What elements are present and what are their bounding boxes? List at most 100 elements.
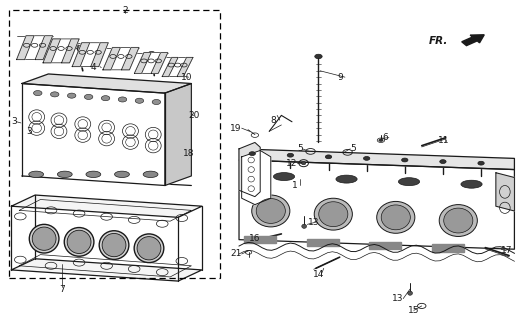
Polygon shape bbox=[103, 48, 121, 70]
Polygon shape bbox=[239, 149, 515, 170]
Circle shape bbox=[118, 97, 127, 102]
FancyArrow shape bbox=[462, 35, 484, 46]
Circle shape bbox=[326, 155, 332, 159]
Ellipse shape bbox=[302, 224, 306, 228]
Circle shape bbox=[315, 54, 322, 59]
Polygon shape bbox=[162, 57, 193, 76]
Text: 12: 12 bbox=[286, 159, 297, 168]
Polygon shape bbox=[496, 173, 515, 211]
Polygon shape bbox=[72, 43, 108, 67]
Circle shape bbox=[249, 152, 255, 156]
Ellipse shape bbox=[99, 231, 129, 260]
Text: 1: 1 bbox=[292, 181, 298, 190]
Ellipse shape bbox=[67, 230, 91, 253]
Ellipse shape bbox=[439, 204, 477, 236]
Ellipse shape bbox=[398, 178, 419, 186]
Polygon shape bbox=[432, 244, 464, 252]
Text: 2: 2 bbox=[122, 6, 128, 15]
Circle shape bbox=[152, 100, 161, 105]
Ellipse shape bbox=[273, 172, 295, 180]
Polygon shape bbox=[103, 48, 139, 70]
Polygon shape bbox=[22, 84, 165, 186]
Ellipse shape bbox=[115, 171, 130, 178]
Ellipse shape bbox=[256, 198, 285, 223]
Ellipse shape bbox=[376, 201, 415, 233]
Text: 5: 5 bbox=[297, 144, 303, 153]
Ellipse shape bbox=[444, 208, 473, 233]
Circle shape bbox=[364, 156, 370, 160]
Polygon shape bbox=[43, 39, 79, 63]
Text: 16: 16 bbox=[249, 234, 260, 243]
Polygon shape bbox=[16, 36, 53, 60]
Text: 5: 5 bbox=[350, 144, 356, 153]
Polygon shape bbox=[239, 160, 515, 249]
Text: 13: 13 bbox=[392, 294, 403, 303]
Ellipse shape bbox=[86, 171, 101, 178]
Circle shape bbox=[440, 160, 446, 164]
Text: 7: 7 bbox=[59, 284, 64, 293]
Polygon shape bbox=[134, 52, 168, 73]
Ellipse shape bbox=[461, 180, 482, 188]
Circle shape bbox=[101, 96, 110, 101]
Polygon shape bbox=[369, 242, 401, 249]
Polygon shape bbox=[91, 43, 108, 67]
Polygon shape bbox=[72, 43, 90, 67]
Polygon shape bbox=[62, 39, 79, 63]
Ellipse shape bbox=[336, 175, 357, 183]
Polygon shape bbox=[35, 36, 53, 60]
Ellipse shape bbox=[134, 234, 164, 263]
Circle shape bbox=[478, 161, 484, 165]
Circle shape bbox=[135, 98, 144, 103]
Polygon shape bbox=[162, 57, 178, 76]
Polygon shape bbox=[11, 259, 202, 281]
Ellipse shape bbox=[29, 224, 59, 253]
Text: 14: 14 bbox=[313, 270, 324, 279]
Text: 4: 4 bbox=[91, 63, 96, 72]
Ellipse shape bbox=[252, 195, 290, 227]
Polygon shape bbox=[134, 52, 151, 73]
Circle shape bbox=[287, 153, 294, 157]
Circle shape bbox=[74, 45, 81, 49]
Text: 18: 18 bbox=[183, 149, 195, 158]
Text: 21: 21 bbox=[230, 250, 242, 259]
Ellipse shape bbox=[57, 171, 72, 178]
Ellipse shape bbox=[137, 236, 161, 260]
Text: 17: 17 bbox=[501, 246, 512, 255]
Ellipse shape bbox=[102, 233, 126, 257]
Text: 19: 19 bbox=[230, 124, 242, 132]
Ellipse shape bbox=[143, 171, 158, 178]
Text: 6: 6 bbox=[382, 133, 388, 142]
Ellipse shape bbox=[302, 162, 306, 165]
Ellipse shape bbox=[64, 228, 94, 256]
Ellipse shape bbox=[314, 198, 353, 230]
Circle shape bbox=[149, 51, 155, 55]
Text: 9: 9 bbox=[337, 73, 342, 82]
Ellipse shape bbox=[32, 227, 56, 250]
Text: 3: 3 bbox=[27, 127, 32, 136]
Polygon shape bbox=[11, 195, 202, 217]
Bar bbox=[8, 10, 220, 278]
Text: 20: 20 bbox=[189, 111, 200, 120]
Text: 11: 11 bbox=[438, 136, 449, 145]
Circle shape bbox=[84, 94, 93, 100]
Ellipse shape bbox=[319, 202, 348, 227]
Text: FR.: FR. bbox=[429, 36, 448, 45]
Text: 13: 13 bbox=[308, 218, 319, 227]
Polygon shape bbox=[244, 236, 276, 244]
Polygon shape bbox=[122, 48, 139, 70]
Circle shape bbox=[33, 91, 42, 96]
Circle shape bbox=[67, 93, 76, 98]
Circle shape bbox=[50, 92, 59, 97]
Text: 15: 15 bbox=[408, 306, 419, 315]
Polygon shape bbox=[165, 84, 191, 186]
Circle shape bbox=[379, 139, 383, 141]
Polygon shape bbox=[43, 39, 61, 63]
Ellipse shape bbox=[408, 291, 413, 295]
Polygon shape bbox=[22, 74, 191, 93]
Polygon shape bbox=[242, 150, 271, 204]
Polygon shape bbox=[151, 52, 168, 73]
Text: 3: 3 bbox=[11, 117, 16, 126]
Ellipse shape bbox=[381, 205, 410, 230]
Text: 8: 8 bbox=[271, 116, 277, 125]
Circle shape bbox=[401, 158, 408, 162]
